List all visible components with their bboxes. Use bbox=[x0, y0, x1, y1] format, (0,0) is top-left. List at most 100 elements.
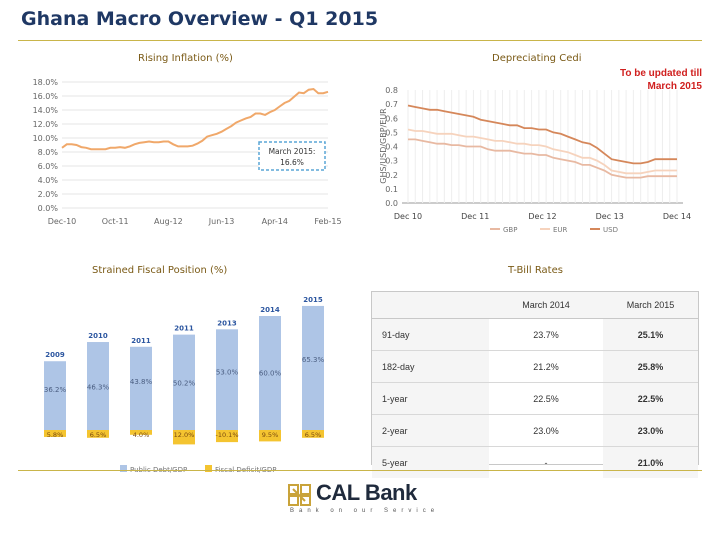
y-tick-label: 0.7 bbox=[385, 100, 398, 109]
category-label: 2011 bbox=[131, 337, 151, 345]
tbill-tenor: 1-year bbox=[372, 382, 489, 415]
cedi-chart: 0.8 0.7 0.6 0.5 0.4 0.3 0.2 0.1 0.0 GHS/USD/GBP/E… bbox=[379, 86, 691, 234]
tbill-rate-2014: 23.7% bbox=[489, 318, 603, 351]
tbill-rate-2015: 22.5% bbox=[603, 382, 698, 415]
callout-label: March 2015: bbox=[269, 147, 316, 156]
debt-bar bbox=[173, 334, 195, 430]
x-tick-label: Oct-11 bbox=[102, 217, 129, 226]
debt-value-label: 43.8% bbox=[130, 378, 153, 386]
cedi-chart-title: Depreciating Cedi bbox=[492, 53, 582, 64]
tbill-rate-2014: 23.0% bbox=[489, 414, 603, 447]
debt-value-label: 65.3% bbox=[302, 356, 325, 364]
deficit-value-label: 6.5% bbox=[305, 431, 322, 439]
tbill-tenor: 182-day bbox=[372, 350, 489, 383]
tbill-header-march-2015: March 2015 bbox=[603, 292, 698, 319]
tbill-rate-2014: 21.2% bbox=[489, 350, 603, 383]
tbill-tenor: 5-year bbox=[372, 446, 489, 478]
y-tick-label: 18.0% bbox=[33, 78, 59, 87]
x-tick-label: Dec 14 bbox=[663, 212, 691, 221]
category-label: 2010 bbox=[88, 332, 108, 340]
table-row: 1-year 22.5% 22.5% bbox=[372, 382, 698, 415]
table-row: 182-day 21.2% 25.8% bbox=[372, 350, 698, 383]
x-tick-label: Dec-10 bbox=[48, 217, 77, 226]
deficit-bar bbox=[130, 430, 152, 435]
category-label: 2011 bbox=[174, 325, 194, 333]
inflation-chart-title: Rising Inflation (%) bbox=[138, 53, 233, 64]
y-tick-label: 8.0% bbox=[38, 148, 59, 157]
category-label: 2009 bbox=[45, 351, 65, 359]
debt-bar bbox=[259, 316, 281, 430]
y-tick-label: 12.0% bbox=[33, 120, 59, 129]
tbill-header-blank bbox=[372, 292, 489, 319]
tbill-rate-2015: 25.8% bbox=[603, 350, 698, 383]
y-tick-label: 16.0% bbox=[33, 92, 59, 101]
x-tick-label: Feb-15 bbox=[314, 217, 341, 226]
x-tick-label: Dec 10 bbox=[394, 212, 422, 221]
deficit-value-label: 12.0% bbox=[174, 431, 195, 439]
debt-bar bbox=[87, 342, 109, 430]
y-tick-label: 2.0% bbox=[38, 190, 59, 199]
y-tick-label: 0.4 bbox=[385, 143, 398, 152]
update-note: To be updated till March 2015 bbox=[619, 68, 702, 92]
x-tick-label: Dec 12 bbox=[528, 212, 556, 221]
deficit-value-label: 9.5% bbox=[262, 431, 279, 439]
legend-label: EUR bbox=[553, 226, 568, 234]
legend-swatch bbox=[120, 465, 127, 472]
inflation-chart: 18.0% 16.0% 14.0% 12.0% 10.0% 8.0% 6.0% 4.0% 2.0… bbox=[33, 78, 342, 226]
debt-value-label: 60.0% bbox=[259, 369, 282, 377]
page-title: Ghana Macro Overview - Q1 2015 bbox=[21, 8, 379, 30]
series-line-usd bbox=[407, 104, 677, 165]
x-tick-label: Apr-14 bbox=[262, 217, 288, 226]
callout-value: 16.6% bbox=[280, 158, 304, 167]
x-tick-label: Dec 11 bbox=[461, 212, 489, 221]
legend-swatch bbox=[205, 465, 212, 472]
debt-bar bbox=[130, 346, 152, 430]
category-label: 2015 bbox=[303, 296, 323, 304]
inflation-line bbox=[61, 87, 329, 151]
debt-bar bbox=[216, 329, 238, 430]
y-axis-label: GHS/USD/GBP/EUR bbox=[379, 108, 388, 184]
fiscal-chart-title: Strained Fiscal Position (%) bbox=[92, 265, 228, 276]
x-tick-label: Dec 13 bbox=[596, 212, 624, 221]
legend-label: USD bbox=[603, 226, 618, 234]
tbill-rate-2015: 21.0% bbox=[603, 446, 698, 478]
y-tick-label: 0.3 bbox=[385, 157, 398, 166]
bottom-rule bbox=[18, 470, 702, 471]
y-tick-label: 10.0% bbox=[33, 134, 59, 143]
y-tick-label: 0.2 bbox=[385, 171, 398, 180]
brand-tagline: Bank on our Service bbox=[290, 508, 440, 514]
y-tick-label: 0.1 bbox=[385, 185, 398, 194]
deficit-bar bbox=[87, 430, 109, 438]
y-tick-label: 0.6 bbox=[385, 114, 398, 123]
tbill-rate-2014: 22.5% bbox=[489, 382, 603, 415]
debt-value-label: 53.0% bbox=[216, 369, 239, 377]
cal-bank-logo-icon bbox=[288, 484, 311, 506]
y-tick-label: 0.0% bbox=[38, 204, 59, 213]
category-label: 2013 bbox=[217, 319, 237, 327]
x-tick-label: Aug-12 bbox=[154, 217, 183, 226]
tbill-tenor: 2-year bbox=[372, 414, 489, 447]
category-label: 2014 bbox=[260, 306, 280, 314]
deficit-bar bbox=[44, 430, 66, 437]
tbill-tenor: 91-day bbox=[372, 318, 489, 351]
debt-value-label: 46.3% bbox=[87, 384, 110, 392]
deficit-bar bbox=[216, 430, 238, 443]
y-tick-label: 0.5 bbox=[385, 128, 398, 137]
brand-name: CAL Bank bbox=[316, 480, 417, 505]
deficit-bar bbox=[173, 430, 195, 445]
callout-box bbox=[258, 141, 326, 171]
table-row: 91-day 23.7% 25.1% bbox=[372, 318, 698, 351]
debt-value-label: 50.2% bbox=[173, 380, 196, 388]
tbill-header-march-2014: March 2014 bbox=[489, 292, 603, 319]
table-row: 2-year 23.0% 23.0% bbox=[372, 414, 698, 447]
tbill-title: T-Bill Rates bbox=[508, 265, 563, 276]
y-tick-label: 6.0% bbox=[38, 162, 59, 171]
debt-bar bbox=[44, 361, 66, 430]
debt-value-label: 36.2% bbox=[44, 386, 67, 394]
tbill-header-row: March 2014 March 2015 bbox=[372, 292, 698, 319]
title-rule bbox=[18, 40, 702, 41]
tbill-table: March 2014 March 2015 91-day 23.7% 25.1%… bbox=[371, 291, 699, 478]
y-tick-label: 0.0 bbox=[385, 199, 398, 208]
y-tick-label: 4.0% bbox=[38, 176, 59, 185]
deficit-bar bbox=[302, 430, 324, 438]
